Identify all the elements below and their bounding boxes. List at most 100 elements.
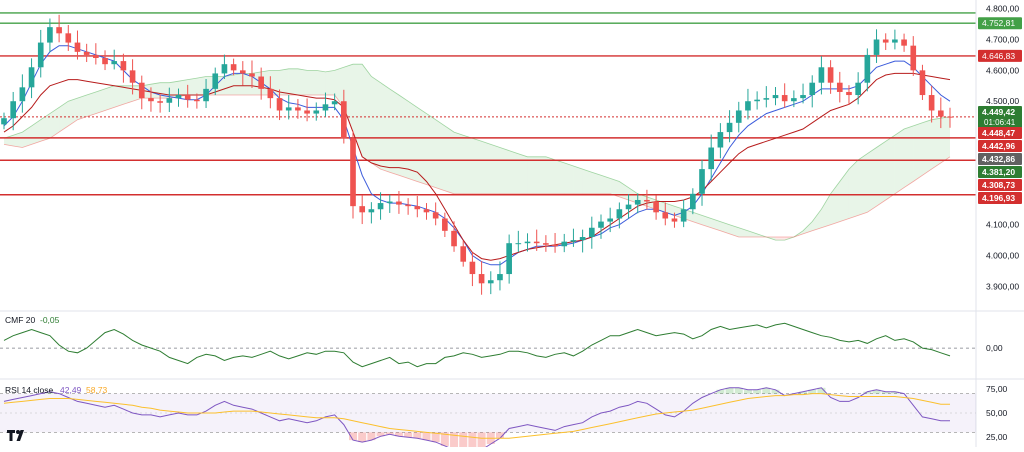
candle-body — [864, 54, 871, 83]
price-tag — [978, 179, 1022, 191]
candle — [726, 110, 733, 143]
candle — [83, 43, 90, 63]
price-tag — [978, 140, 1022, 152]
candle — [497, 261, 503, 291]
candle — [129, 59, 136, 95]
candle-body — [10, 101, 17, 119]
cloud-bottom-line — [3, 94, 951, 238]
candle — [616, 202, 623, 229]
candle — [873, 29, 880, 63]
cloud-segment — [803, 221, 813, 234]
rsi-legend-value: 42,49 — [60, 385, 82, 395]
price-tag — [978, 106, 1022, 128]
candle-body — [855, 82, 861, 96]
candle — [258, 67, 264, 100]
cloud-segment — [582, 169, 592, 194]
candle-body — [203, 88, 209, 102]
candle — [552, 233, 558, 253]
candle — [598, 214, 604, 239]
cloud-segment — [426, 113, 436, 188]
cloud-segment — [224, 74, 234, 96]
cmf-line — [3, 322, 951, 368]
candle-body — [478, 274, 485, 284]
rsi-oversold — [413, 432, 422, 439]
candle-body — [690, 193, 696, 210]
candle — [634, 193, 641, 214]
candle — [359, 195, 366, 225]
rsi-oversold — [404, 432, 413, 438]
cloud-segment — [692, 212, 703, 225]
rsi-ma-line — [3, 393, 950, 439]
candle-body — [313, 110, 320, 114]
price-tag — [978, 153, 1022, 165]
cloud-segment — [22, 125, 32, 148]
rsi-oversold — [358, 432, 367, 443]
candle-body — [341, 101, 347, 139]
candle — [836, 71, 843, 103]
y-tick-label: 3.900,00 — [986, 281, 1019, 291]
countdown-text: 01:06:41 — [984, 118, 1016, 127]
candle — [212, 67, 219, 96]
candle — [166, 87, 173, 113]
candle-body — [102, 58, 108, 65]
cloud-segment — [316, 70, 326, 96]
candle — [322, 92, 329, 117]
candle — [341, 89, 347, 144]
cloud-segment — [408, 101, 418, 182]
candle-body — [74, 42, 81, 52]
candle — [56, 14, 62, 43]
candle-body — [460, 246, 467, 262]
candle — [239, 61, 246, 86]
cloud-segment — [821, 193, 831, 228]
cloud-segment — [894, 128, 905, 194]
candle-body — [184, 95, 191, 100]
price-tag-text: 4.752,81 — [982, 18, 1015, 28]
rsi-overbought — [734, 387, 743, 394]
cloud-segment — [573, 166, 583, 194]
cloud-segment — [49, 107, 60, 139]
candle — [10, 91, 17, 131]
cmf-tick-label: 0,00 — [986, 343, 1003, 353]
candle-body — [93, 54, 99, 59]
rsi-overbought — [872, 389, 881, 394]
candle — [28, 58, 35, 99]
cloud-segment — [178, 79, 188, 97]
cloud-segment — [702, 215, 712, 228]
price-tag — [978, 49, 1022, 62]
candle-body — [680, 209, 687, 222]
rsi-legend-name: RSI 14 close — [5, 385, 53, 395]
candle — [1, 112, 7, 130]
candle-body — [882, 39, 889, 43]
candle — [745, 88, 751, 120]
candle-body — [212, 73, 219, 89]
series-line — [3, 45, 951, 266]
candle-body — [276, 98, 283, 111]
candle-body — [607, 218, 613, 222]
cloud-segment — [922, 119, 932, 176]
candle-body — [304, 110, 310, 114]
price-tag-text: 4.196,93 — [982, 193, 1015, 203]
cloud-segment — [711, 218, 721, 231]
candle — [928, 85, 935, 123]
cloud-segment — [931, 118, 941, 170]
cloud-segment — [527, 156, 537, 194]
price-tag — [978, 17, 1022, 30]
cloud-segment — [417, 107, 427, 185]
candle-body — [442, 218, 448, 231]
candle-body — [194, 99, 200, 102]
candle — [763, 86, 770, 108]
price-tag — [978, 192, 1022, 204]
candle-body — [818, 67, 825, 83]
candle-body — [919, 70, 926, 96]
candle — [184, 84, 191, 108]
cloud-segment — [325, 70, 335, 96]
candle — [827, 60, 834, 94]
candle-body — [221, 64, 228, 74]
cloud-segment — [499, 147, 510, 194]
candle-body — [377, 203, 384, 210]
cloud-segment — [123, 85, 133, 105]
price-tag-text: 4.432,86 — [982, 154, 1015, 164]
cloud-segment — [564, 162, 574, 194]
